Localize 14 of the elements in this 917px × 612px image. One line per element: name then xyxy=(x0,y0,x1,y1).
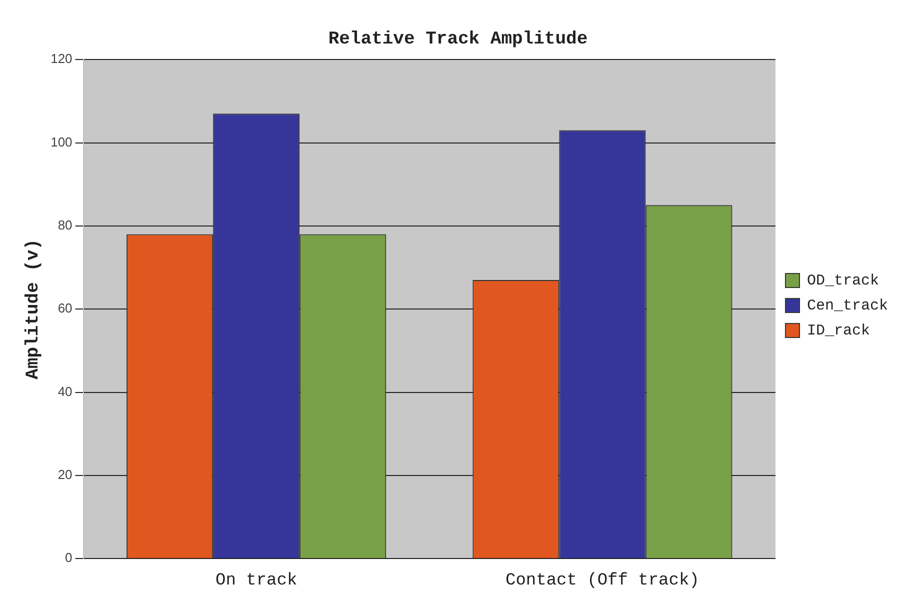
x-tick-label: Contact (Off track) xyxy=(506,571,700,590)
legend-label: ID_rack xyxy=(806,322,870,340)
y-tick-label: 120 xyxy=(50,51,72,66)
y-tick-label: 40 xyxy=(58,384,72,399)
y-tick-label: 100 xyxy=(50,134,72,150)
chart-title: Relative Track Amplitude xyxy=(328,29,588,50)
y-tick-label: 0 xyxy=(65,550,72,566)
x-tick-label: On track xyxy=(216,571,298,590)
y-tick-label: 80 xyxy=(58,218,72,233)
y-tick-label: 60 xyxy=(58,300,72,316)
legend-label: Cen_track xyxy=(806,297,888,314)
y-axis-title: Amplitude (v) xyxy=(23,238,44,380)
legend-label: OD_track xyxy=(806,272,879,290)
y-tick-label: 20 xyxy=(58,467,72,482)
